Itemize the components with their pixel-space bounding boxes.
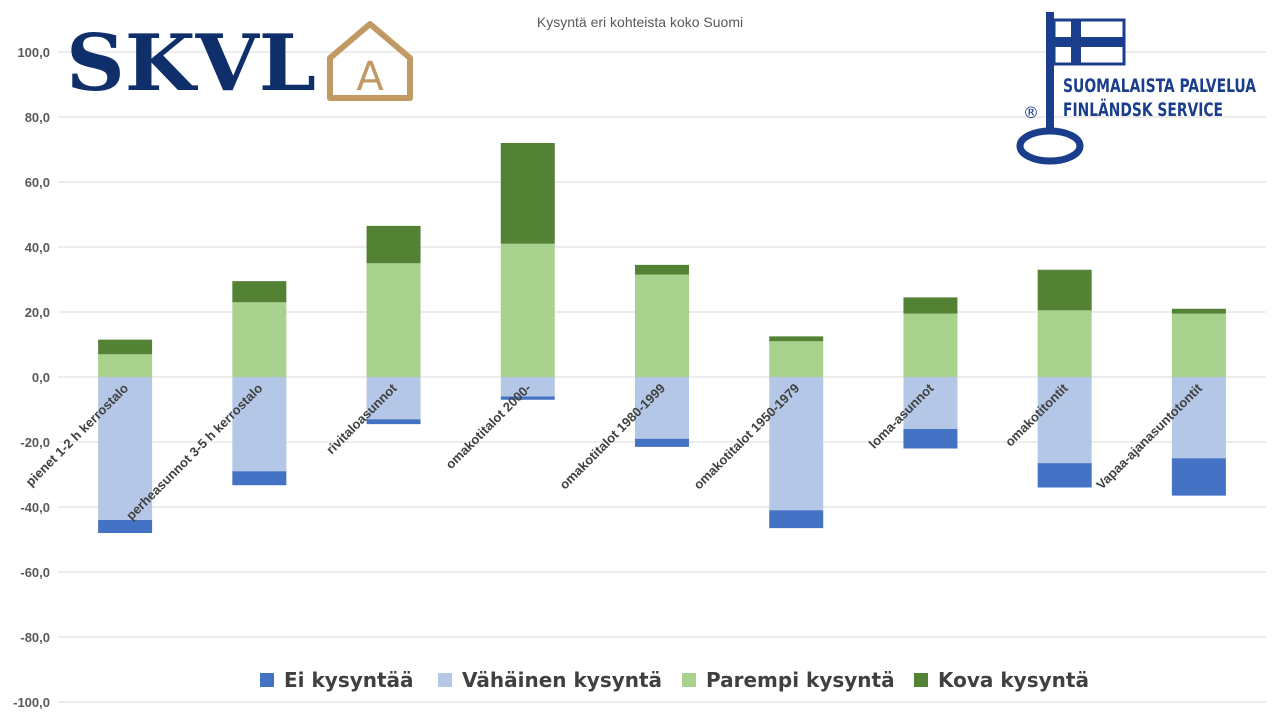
bar-segment-3-3 bbox=[366, 263, 421, 377]
bar-segment-4-3 bbox=[366, 225, 421, 264]
legend-swatch bbox=[682, 673, 696, 687]
bar-segment-3-6 bbox=[769, 341, 824, 377]
bars bbox=[98, 143, 1226, 533]
bar-segment-1-3 bbox=[366, 419, 421, 425]
y-tick-label: 60,0 bbox=[25, 175, 50, 190]
skvl-logo: SKVL A bbox=[66, 18, 413, 102]
bar-segment-3-8 bbox=[1037, 310, 1092, 377]
skvl-logo-text: SKVL bbox=[66, 18, 316, 102]
house-icon-letter: A bbox=[356, 54, 384, 100]
key-logo-line2: FINLÄNDSK SERVICE bbox=[1063, 97, 1223, 121]
bar-segment-4-4 bbox=[500, 143, 555, 244]
key-logo-line1: SUOMALAISTA PALVELUA bbox=[1063, 75, 1257, 97]
bar-segment-2-2 bbox=[232, 377, 287, 472]
legend-item: Ei kysyntää bbox=[260, 666, 414, 694]
chart-legend: Ei kysyntää Vähäinen kysyntä Parempi kysyn… bbox=[0, 666, 1280, 696]
bar-segment-2-6 bbox=[769, 377, 824, 511]
y-tick-label: 100,0 bbox=[17, 45, 50, 60]
legend-swatch bbox=[438, 673, 452, 687]
y-tick-label: 40,0 bbox=[25, 240, 50, 255]
bar-segment-2-8 bbox=[1037, 377, 1092, 464]
category-label: omakotitalot 2000- bbox=[443, 381, 534, 472]
bar-segment-1-7 bbox=[903, 429, 958, 449]
bar-segment-4-2 bbox=[232, 281, 287, 303]
bar-segment-2-3 bbox=[366, 377, 421, 420]
bar-segment-4-5 bbox=[635, 264, 689, 275]
bar-segment-2-5 bbox=[635, 377, 689, 439]
bar-segment-4-7 bbox=[903, 297, 958, 314]
bar-segment-2-7 bbox=[903, 377, 958, 429]
bar-segment-1-8 bbox=[1037, 463, 1092, 488]
bar-segment-4-1 bbox=[98, 339, 153, 355]
registered-mark: ® bbox=[1023, 103, 1039, 122]
bar-segment-2-1 bbox=[98, 377, 153, 520]
chart-title: Kysyntä eri kohteista koko Suomi bbox=[537, 14, 743, 30]
bar-segment-1-5 bbox=[635, 438, 689, 447]
bar-segment-3-4 bbox=[500, 243, 555, 377]
bar-segment-4-9 bbox=[1171, 308, 1226, 314]
bar-segment-4-8 bbox=[1037, 269, 1092, 311]
legend-item: Vähäinen kysyntä bbox=[438, 666, 662, 694]
bar-segment-1-4 bbox=[500, 396, 555, 400]
bar-segment-1-6 bbox=[769, 510, 824, 529]
y-tick-label: 20,0 bbox=[25, 305, 50, 320]
bar-segment-3-1 bbox=[98, 354, 153, 377]
legend-item: Kova kysyntä bbox=[914, 666, 1089, 694]
y-tick-label: -80,0 bbox=[20, 630, 50, 645]
bar-segment-1-2 bbox=[232, 471, 287, 486]
legend-item: Parempi kysyntä bbox=[682, 666, 895, 694]
bar-segment-1-9 bbox=[1171, 458, 1226, 496]
house-icon: A bbox=[327, 21, 413, 101]
key-icon bbox=[1016, 12, 1126, 165]
legend-label: Vähäinen kysyntä bbox=[462, 668, 663, 692]
legend-label: Ei kysyntää bbox=[284, 668, 414, 692]
y-axis-tick-labels: 100,0 80,0 60,0 40,0 20,0 0,0 -20,0 -40,0 -60,0 -… bbox=[13, 45, 50, 710]
bar-segment-3-5 bbox=[635, 274, 689, 377]
bar-segment-4-6 bbox=[769, 336, 824, 342]
bar-segment-2-9 bbox=[1171, 377, 1226, 459]
legend-swatch bbox=[260, 673, 274, 687]
y-tick-label: 80,0 bbox=[25, 110, 50, 125]
legend-label: Kova kysyntä bbox=[938, 668, 1089, 692]
bar-segment-3-9 bbox=[1171, 313, 1226, 377]
y-tick-label: -100,0 bbox=[13, 695, 50, 710]
y-tick-label: -40,0 bbox=[20, 500, 50, 515]
legend-swatch bbox=[914, 673, 928, 687]
bar-segment-2-4 bbox=[500, 377, 555, 397]
y-tick-label: -60,0 bbox=[20, 565, 50, 580]
y-tick-label: -20,0 bbox=[20, 435, 50, 450]
bar-segment-1-1 bbox=[98, 520, 153, 533]
bar-segment-3-7 bbox=[903, 313, 958, 377]
bar-segment-3-2 bbox=[232, 302, 287, 377]
legend-label: Parempi kysyntä bbox=[706, 668, 895, 692]
suomalaista-palvelua-key-logo: ® SUOMALAISTA PALVELUA FINLÄNDSK SERVICE bbox=[1016, 12, 1257, 165]
y-tick-label: 0,0 bbox=[32, 370, 50, 385]
